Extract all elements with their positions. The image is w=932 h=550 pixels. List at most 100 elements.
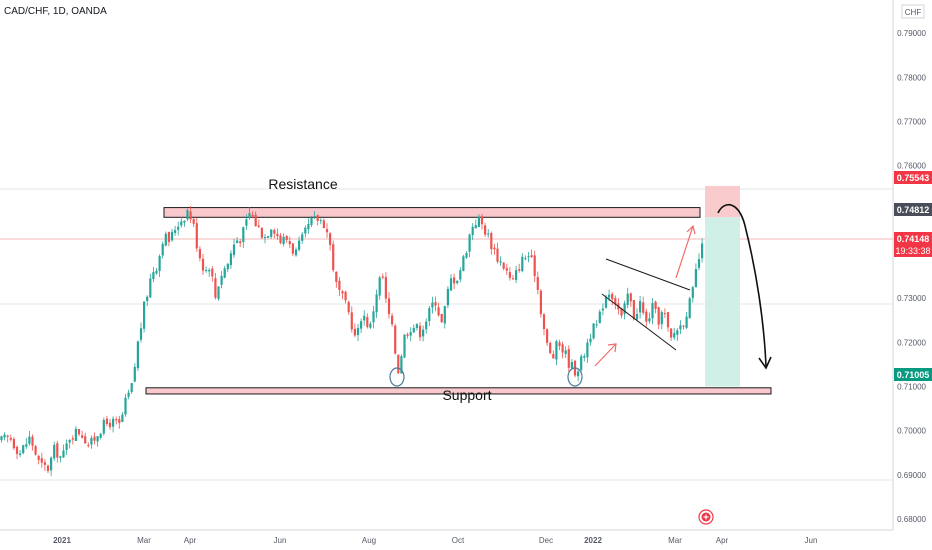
candle-body (378, 277, 381, 296)
candle-body (372, 311, 375, 323)
candle-body (267, 236, 270, 238)
currency-box (901, 4, 925, 19)
candle-body (270, 229, 273, 237)
candle-44 (136, 340, 139, 372)
candle-198 (614, 295, 617, 310)
candle-body (15, 446, 19, 454)
candle-body (611, 293, 614, 300)
candle-212 (657, 306, 660, 330)
candle-27 (84, 432, 87, 444)
candle-body (642, 302, 645, 313)
candle-body (335, 271, 338, 282)
candle-body (220, 275, 223, 285)
candle-7 (22, 444, 25, 455)
candle-body (400, 356, 403, 374)
candle-172 (533, 250, 536, 283)
candle-body (46, 465, 50, 471)
candle-body (533, 255, 536, 277)
candle-body (391, 315, 394, 325)
candle-17 (53, 441, 56, 461)
candle-8 (25, 438, 28, 450)
candle-25 (77, 428, 81, 437)
candle-135 (418, 322, 422, 341)
candle-body (397, 354, 400, 374)
candle-152 (471, 223, 474, 241)
candle-115 (356, 323, 360, 342)
candle-221 (685, 311, 688, 330)
candle-body (468, 234, 471, 252)
candle-108 (335, 271, 338, 288)
candle-body (663, 313, 666, 315)
candle-208 (645, 308, 648, 327)
candle-23 (71, 435, 74, 445)
candle-2 (6, 434, 9, 443)
candle-74 (229, 250, 232, 269)
candle-222 (688, 296, 691, 319)
candle-body (697, 259, 701, 268)
candle-body (282, 236, 285, 244)
candle-219 (679, 320, 682, 335)
candle-47 (146, 295, 149, 307)
candle-105 (325, 223, 329, 238)
candle-body (347, 301, 350, 313)
candle-body (536, 277, 539, 290)
badge-target: 0.71005 (894, 368, 932, 381)
candle-body (577, 371, 580, 377)
candle-16 (50, 456, 53, 476)
economic-event-icon[interactable] (698, 509, 714, 525)
candle-97 (301, 231, 304, 244)
candle-207 (642, 296, 645, 315)
candle-86 (267, 235, 270, 239)
candle-205 (635, 308, 639, 322)
candle-165 (511, 275, 515, 280)
candle-body (118, 419, 121, 423)
candle-112 (347, 300, 350, 315)
candle-body (394, 325, 397, 354)
candle-89 (276, 228, 279, 240)
candle-body (527, 256, 530, 258)
candle-body (490, 232, 493, 250)
candle-52 (161, 241, 164, 259)
candle-body (99, 433, 102, 438)
candle-body (480, 216, 484, 225)
candle-body (251, 214, 254, 217)
candle-body (409, 332, 412, 336)
candle-body (279, 235, 282, 243)
badge-mid-text: 0.74812 (897, 205, 930, 215)
candle-45 (139, 322, 143, 343)
candle-body (329, 233, 332, 245)
candle-158 (490, 231, 493, 255)
candle-33 (102, 417, 105, 436)
candle-body (673, 333, 676, 338)
candle-116 (360, 318, 363, 334)
candle-190 (589, 333, 592, 346)
candle-body (96, 436, 99, 442)
candle-120 (372, 305, 375, 329)
candle-137 (425, 318, 428, 334)
candle-59 (183, 220, 186, 227)
candle-99 (307, 218, 310, 234)
candle-83 (257, 219, 260, 229)
candle-49 (152, 266, 155, 283)
candle-176 (546, 328, 549, 346)
candle-body (518, 269, 521, 271)
candle-body (350, 312, 353, 330)
candle-body (50, 457, 53, 471)
price-scale[interactable]: CHF 0.790000.780000.770000.760000.750000… (892, 0, 932, 530)
candle-55 (170, 228, 174, 242)
candle-body (53, 444, 56, 459)
candle-121 (375, 289, 378, 318)
candle-body (174, 230, 177, 233)
candle-body (28, 436, 31, 444)
candle-body (437, 307, 440, 316)
candle-6 (19, 450, 22, 458)
price-tick-8: 0.71000 (897, 382, 926, 391)
time-scale[interactable]: 2021 Mar Apr Jun Aug Oct Dec 2022 Mar Apr Jun (0, 529, 893, 545)
candle-body (539, 290, 542, 315)
candle-body (474, 225, 477, 229)
candle-body (37, 456, 40, 460)
candle-body (136, 341, 139, 369)
candle-body (239, 241, 242, 244)
